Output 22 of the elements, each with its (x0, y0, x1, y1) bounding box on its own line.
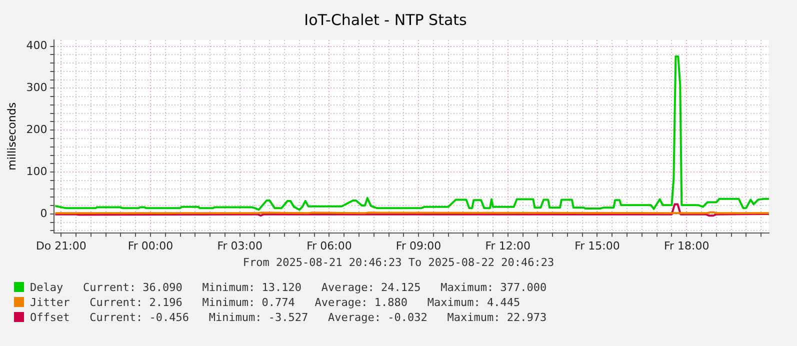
legend-label: Offset (30, 311, 70, 324)
text: From 2025-08-21 20:46:23 To 2025-08-22 20:46:23 (242, 256, 556, 269)
legend-label: Delay (30, 281, 64, 294)
y-tick-label: 400 (26, 39, 48, 52)
y-axis-title: milliseconds (5, 102, 18, 170)
text: Current: 36.090 Minimum: 13.120 Average: 24.125 Maximum: 377.000 (82, 281, 547, 294)
x-tick-label: Fr 12:00 (485, 239, 531, 252)
x-tick-label: Fr 09:00 (396, 239, 442, 252)
y-tick-label: 300 (26, 81, 48, 94)
x-tick-label: Fr 15:00 (574, 239, 620, 252)
text: Current: 2.196 Minimum: 0.774 Average: 1.880 Maximum: 4.445 (88, 296, 520, 309)
x-tick-label: Fr 03:00 (217, 239, 262, 252)
x-tick-label: Fr 18:00 (664, 239, 710, 252)
y-tick-label: 200 (26, 122, 48, 136)
x-tick-label: Fr 06:00 (306, 239, 352, 252)
text: Current: -0.456 Minimum: -3.527 Average: -0.032 Maximum: 22.973 (88, 311, 547, 324)
x-tick-label: Fr 00:00 (128, 239, 174, 252)
y-tick-label: 100 (26, 164, 48, 178)
legend-label: Jitter (30, 296, 70, 309)
x-tick-label: Do 21:00 (36, 239, 86, 252)
chart-title: IoT-Chalet - NTP Stats (304, 10, 468, 29)
y-tick-label: 0 (40, 206, 48, 220)
